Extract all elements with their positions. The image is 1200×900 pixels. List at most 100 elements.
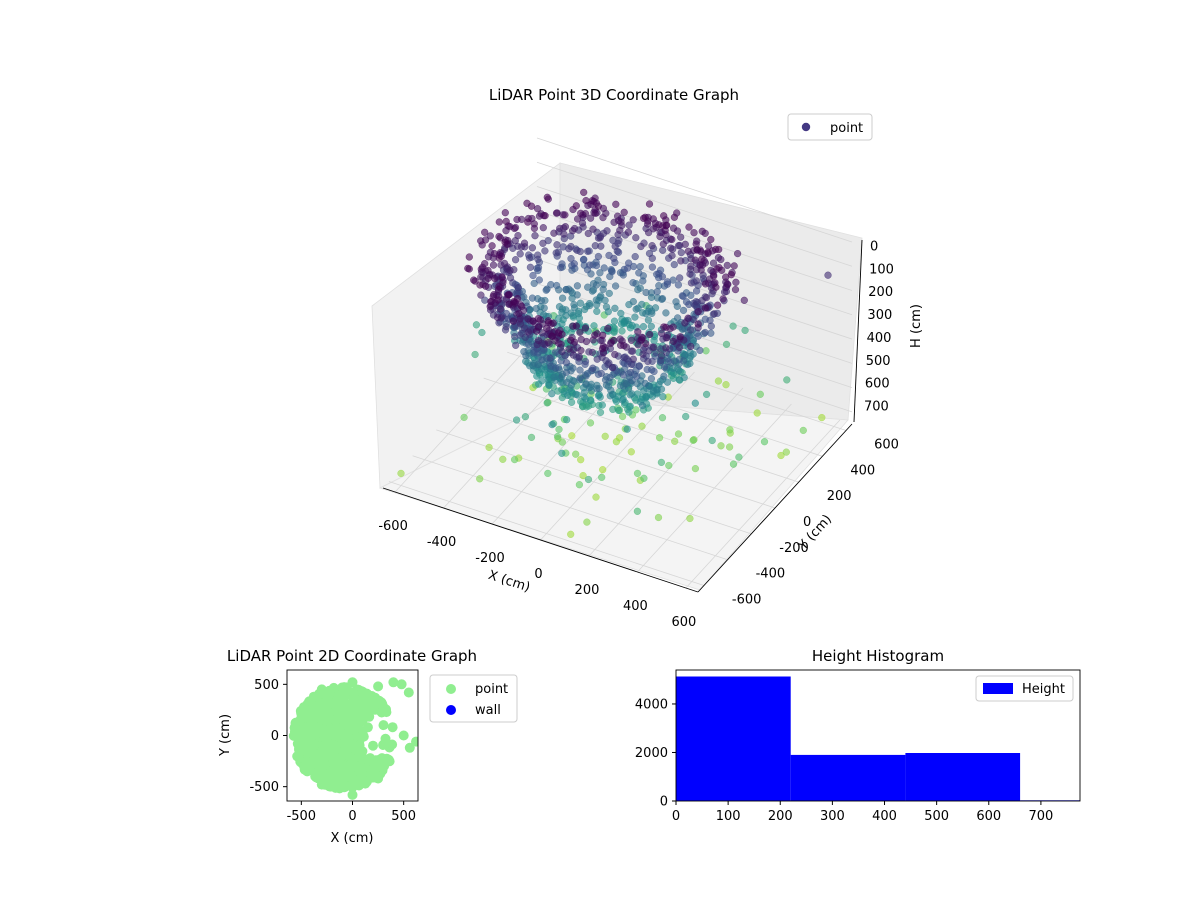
chart-3d-point [488, 242, 496, 250]
chart-3d-point [714, 377, 723, 385]
chart-3d-point [487, 298, 495, 306]
chart-3d-point [625, 403, 634, 411]
chart-3d-point [563, 378, 571, 386]
chart-3d-point [636, 284, 644, 292]
chart-3d-point [597, 369, 605, 378]
chart-2d-y-tick-label: 500 [254, 678, 279, 693]
chart-3d-point [670, 261, 678, 269]
chart-3d-point [692, 298, 700, 306]
chart-histogram-x-tick-label: 400 [872, 809, 897, 824]
chart-3d-point [516, 250, 524, 258]
chart-3d-point [628, 321, 636, 330]
chart-3d-point [777, 451, 785, 460]
chart-3d-x-axis-line [382, 487, 699, 593]
chart-3d-point [658, 414, 667, 422]
chart-3d-point [491, 274, 499, 283]
chart-3d-point [715, 264, 723, 272]
chart-3d-point [576, 299, 585, 307]
chart-3d-point [681, 240, 689, 248]
chart-2d-point [368, 740, 378, 751]
chart-histogram-legend-label: Height [1022, 682, 1065, 697]
chart-3d-point [639, 214, 648, 222]
chart-3d-ticks: -600 -400 -200 0 200 400 600 -600 -400 -200 0 200 40… [378, 240, 899, 631]
chart-3d-point [552, 209, 561, 217]
chart-3d-point [629, 279, 637, 287]
chart-3d-point [581, 324, 590, 332]
chart-3d-point [577, 335, 585, 344]
chart-3d-point [534, 315, 542, 323]
chart-2d-point [362, 707, 372, 718]
chart-3d-point [518, 302, 526, 310]
chart-3d-point [663, 334, 671, 342]
chart-3d-point [514, 232, 522, 240]
chart-3d-point [590, 322, 598, 330]
chart-3d-point [520, 348, 528, 356]
chart-3d-point [663, 278, 672, 286]
chart-histogram-x-tick-label: 200 [768, 809, 793, 824]
chart-3d-point [471, 350, 479, 359]
chart-3d-point [514, 284, 522, 292]
chart-3d-point [397, 469, 405, 478]
chart-3d-point [512, 416, 521, 424]
chart-3d-point [495, 232, 503, 241]
chart-3d-point [484, 266, 492, 275]
chart-3d-y-tick-label: -600 [732, 593, 762, 608]
chart-2d-legend: point wall [429, 674, 518, 723]
chart-3d-point [579, 472, 587, 480]
chart-3d-point [539, 224, 547, 232]
chart-3d-z-tick-label: 0 [870, 240, 878, 255]
chart-3d-point [617, 218, 625, 226]
chart-2d: LiDAR Point 2D Coordinate Graph -500 0 500… [218, 647, 518, 846]
chart-3d-point [674, 281, 683, 289]
chart-3d-point [477, 273, 485, 281]
chart-3d-point [723, 261, 731, 270]
chart-3d-point [572, 202, 580, 210]
chart-3d-point [543, 193, 551, 201]
grid-line-y [412, 455, 728, 561]
chart-3d-point [580, 188, 588, 197]
chart-2d-point [370, 758, 381, 769]
chart-3d-point [497, 305, 505, 313]
chart-2d-legend-label-point: point [475, 682, 508, 697]
chart-3d-point [606, 373, 614, 382]
chart-2d-point [318, 768, 329, 779]
chart-3d-point [547, 281, 555, 289]
chart-histogram-bars [676, 676, 1080, 801]
chart-3d-point [598, 345, 607, 353]
chart-3d-point [465, 253, 473, 261]
chart-3d-point [727, 271, 735, 279]
chart-3d-point [622, 380, 631, 388]
chart-3d-point [603, 227, 611, 235]
chart-3d-point [655, 434, 664, 442]
chart-3d-point [490, 291, 498, 299]
chart-3d-point [712, 283, 720, 291]
chart-3d-point [567, 398, 576, 406]
chart-3d-point [592, 493, 600, 501]
chart-3d-point [599, 331, 607, 339]
chart-3d-point [657, 329, 666, 338]
chart-3d-point [525, 254, 534, 262]
chart-3d-point [707, 322, 715, 330]
chart-2d-point [366, 767, 377, 778]
chart-3d-point [644, 316, 653, 324]
chart-3d-point [562, 368, 571, 377]
chart-3d-z-axis-label: H (cm) [909, 304, 924, 348]
chart-3d-point [552, 348, 560, 356]
chart-3d-point [591, 331, 599, 339]
chart-3d-point [612, 200, 620, 208]
chart-histogram-x-tick-label: 600 [976, 809, 1001, 824]
chart-3d-point [640, 474, 648, 482]
chart-3d-point [573, 215, 582, 223]
chart-3d-point [694, 308, 702, 316]
chart-3d-point [573, 291, 581, 299]
chart-3d-point [552, 364, 560, 372]
chart-3d-point [511, 333, 519, 341]
chart-3d-point [642, 288, 650, 297]
chart-3d-point [608, 267, 616, 275]
chart-3d-point [489, 261, 498, 269]
chart-3d-point [591, 242, 599, 250]
chart-2d-point [396, 679, 407, 690]
chart-3d-point [677, 249, 685, 257]
chart-3d-point [586, 261, 594, 269]
chart-2d-point [330, 715, 341, 725]
